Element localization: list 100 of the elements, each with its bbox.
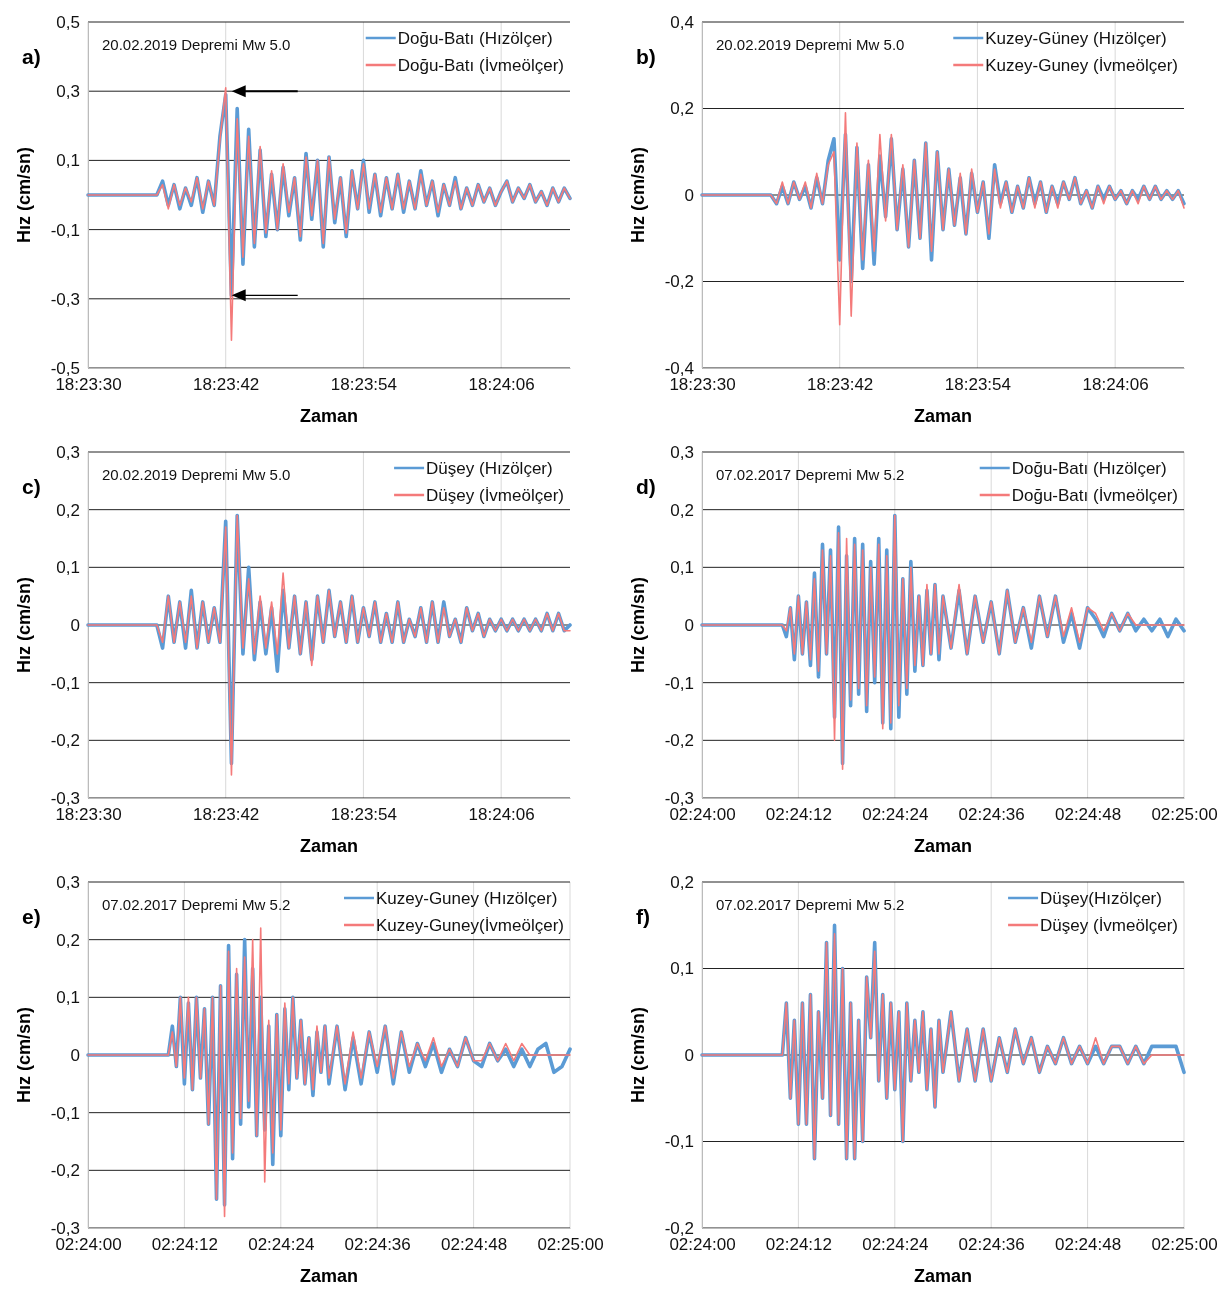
x-tick-label: 18:24:06 [468, 375, 535, 395]
y-tick-label: -0,1 [664, 673, 694, 693]
y-tick-label: -0,3 [50, 289, 80, 309]
y-tick-label: 0,2 [670, 500, 694, 520]
y-tick-label: 0 [684, 615, 694, 635]
x-tick-label: 02:24:36 [344, 1235, 411, 1255]
x-tick-label: 18:23:30 [55, 375, 122, 395]
y-tick-label: 0,1 [56, 988, 80, 1008]
y-tick-label: -0,2 [664, 272, 694, 292]
y-tick-label: 0 [684, 1045, 694, 1065]
y-tick-label: 0 [70, 1045, 80, 1065]
x-tick-label: 02:24:24 [862, 805, 929, 825]
y-tick-label: -0,2 [50, 1161, 80, 1181]
x-tick-label: 18:23:54 [330, 805, 398, 825]
y-tick-label: -0,2 [50, 731, 80, 751]
y-tick-label: -0,1 [50, 673, 80, 693]
x-tick-label: 18:23:42 [193, 805, 260, 825]
legend-label: Kuzey-Guney (İvmeölçer) [985, 56, 1178, 75]
y-axis-title: Hız (cm/sn) [628, 1006, 648, 1104]
legend-label: Kuzey-Güney (Hızölçer) [985, 29, 1167, 48]
y-tick-label: -0,4 [664, 358, 694, 378]
text: 07.02.2017 Depremi Mw 5.2 [102, 896, 291, 913]
text: 07.02.2017 Depremi Mw 5.2 [716, 896, 905, 913]
text: d) [636, 475, 656, 498]
x-tick-label: 02:25:00 [1151, 805, 1218, 825]
x-tick-label: 18:23:30 [55, 805, 122, 825]
y-axis-title: Hız (cm/sn) [14, 1006, 34, 1104]
y-tick-label: 0,2 [56, 930, 80, 950]
y-axis-title: Hız (cm/sn) [14, 576, 34, 674]
x-tick-label: 18:23:30 [669, 375, 736, 395]
text: f) [636, 905, 650, 928]
x-tick-label: 02:24:24 [862, 1235, 929, 1255]
x-axis-title: Zaman [299, 406, 359, 426]
text: a) [22, 45, 41, 68]
legend-label: Doğu-Batı (Hızölçer) [397, 29, 553, 48]
text: 07.02.2017 Depremi Mw 5.2 [716, 466, 905, 483]
x-axis-title: Zaman [913, 1266, 973, 1286]
x-tick-label: 18:23:42 [807, 375, 874, 395]
x-tick-label: 18:24:06 [468, 805, 535, 825]
legend-label: Düşey (İvmeölçer) [426, 486, 564, 505]
x-tick-label: 02:24:36 [958, 805, 1025, 825]
x-axis-title: Zaman [913, 836, 973, 856]
text: 20.02.2019 Depremi Mw 5.0 [102, 466, 291, 483]
legend-label: Doğu-Batı (İvmeölçer) [397, 56, 564, 75]
y-tick-label: 0,2 [670, 99, 694, 119]
y-tick-label: 0,3 [670, 442, 694, 462]
x-tick-label: 02:24:12 [765, 1235, 832, 1255]
x-tick-label: 18:23:54 [330, 375, 398, 395]
legend-label: Düşey(Hızölçer) [1040, 889, 1162, 908]
y-tick-label: 0 [70, 615, 80, 635]
y-tick-label: -0,3 [50, 1218, 80, 1238]
x-tick-label: 02:24:48 [1054, 1235, 1122, 1255]
legend-label: Doğu-Batı (Hızölçer) [1011, 459, 1167, 478]
legend-label: Doğu-Batı (İvmeölçer) [1011, 486, 1178, 505]
text: 20.02.2019 Depremi Mw 5.0 [102, 36, 291, 53]
y-tick-label: 0,2 [56, 500, 80, 520]
text: b) [636, 45, 656, 68]
y-tick-label: 0,3 [56, 82, 80, 102]
x-tick-label: 02:24:12 [765, 805, 832, 825]
y-tick-label: 0,1 [56, 558, 80, 578]
x-tick-label: 02:24:00 [55, 1235, 122, 1255]
text: e) [22, 905, 41, 928]
y-axis-title: Hız (cm/sn) [14, 146, 34, 244]
legend-label: Düşey (Hızölçer) [426, 459, 553, 478]
y-tick-label: 0,1 [670, 558, 694, 578]
x-tick-label: 02:24:12 [151, 1235, 218, 1255]
legend-label: Kuzey-Guney (Hızölçer) [375, 889, 558, 908]
x-tick-label: 18:23:54 [944, 375, 1012, 395]
y-tick-label: -0,3 [664, 788, 694, 808]
y-tick-label: -0,2 [664, 1218, 694, 1238]
x-tick-label: 02:24:36 [958, 1235, 1025, 1255]
y-tick-label: 0,1 [670, 959, 694, 979]
x-tick-label: 02:24:00 [669, 1235, 736, 1255]
y-tick-label: -0,1 [664, 1132, 694, 1152]
x-tick-label: 02:24:00 [669, 805, 736, 825]
y-tick-label: -0,1 [50, 1103, 80, 1123]
y-tick-label: 0,1 [56, 151, 80, 171]
y-tick-label: 0 [684, 185, 694, 205]
x-tick-label: 02:24:24 [248, 1235, 315, 1255]
x-tick-label: 02:25:00 [537, 1235, 604, 1255]
x-tick-label: 18:23:42 [193, 375, 260, 395]
y-tick-label: 0,5 [56, 12, 80, 32]
y-tick-label: 0,4 [670, 12, 694, 32]
x-axis-title: Zaman [299, 1266, 359, 1286]
y-tick-label: -0,1 [50, 220, 80, 240]
text: c) [22, 475, 41, 498]
y-tick-label: 0,3 [56, 872, 80, 892]
y-tick-label: 0,2 [670, 872, 694, 892]
y-tick-label: -0,3 [50, 788, 80, 808]
x-tick-label: 02:24:48 [1054, 805, 1122, 825]
x-tick-label: 18:24:06 [1082, 375, 1149, 395]
y-tick-label: -0,5 [50, 358, 80, 378]
legend-label: Kuzey-Guney(İvmeölçer) [375, 916, 564, 935]
x-tick-label: 02:24:48 [440, 1235, 508, 1255]
x-tick-label: 02:25:00 [1151, 1235, 1218, 1255]
x-axis-title: Zaman [913, 406, 973, 426]
text: 20.02.2019 Depremi Mw 5.0 [716, 36, 905, 53]
y-axis-title: Hız (cm/sn) [628, 576, 648, 674]
y-tick-label: -0,2 [664, 731, 694, 751]
y-axis-title: Hız (cm/sn) [628, 146, 648, 244]
